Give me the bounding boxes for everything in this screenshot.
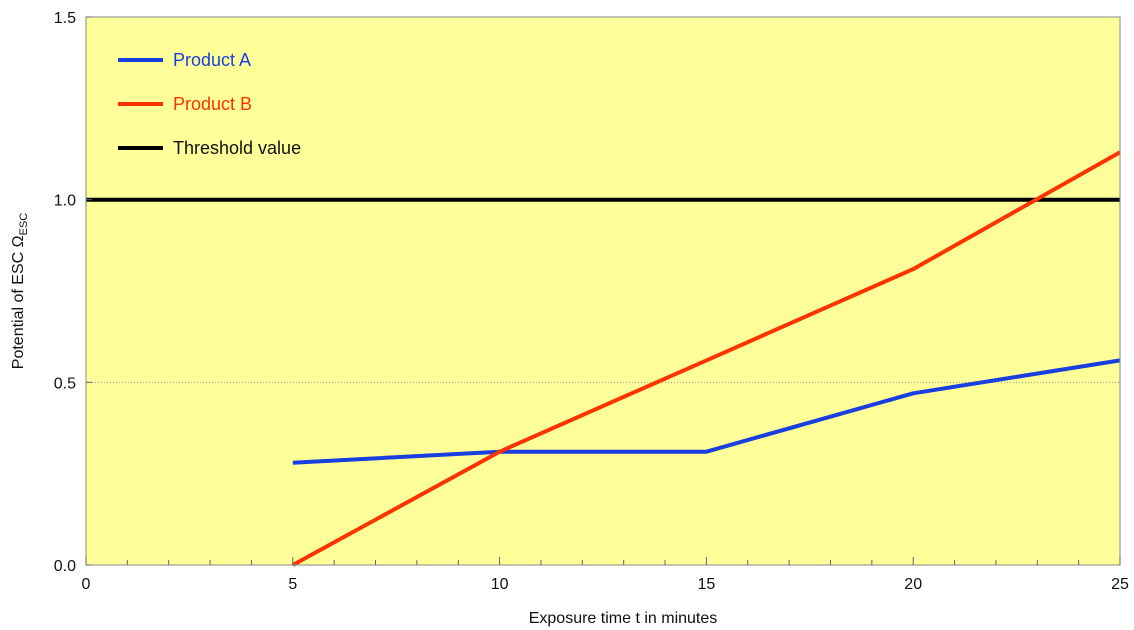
y-axis-title-main: Potential of ESC Ω — [10, 235, 27, 369]
y-tick-label: 1.0 — [54, 193, 76, 210]
plot-area-background — [86, 17, 1120, 565]
x-tick-label: 5 — [288, 576, 297, 593]
legend-label-threshold-value: Threshold value — [173, 138, 301, 158]
legend-label-product-a: Product A — [173, 50, 251, 70]
legend-label-product-b: Product B — [173, 94, 252, 114]
series-lines — [86, 150, 1121, 567]
x-tick-label: 10 — [491, 576, 509, 593]
x-tick-label: 25 — [1111, 576, 1129, 593]
series-line-product-a — [292, 358, 1121, 465]
y-axis-title: Potential of ESC ΩESC — [10, 213, 30, 369]
legend: Product A Product B Threshold value — [118, 50, 301, 158]
x-axis-ticks: 0 5 10 15 20 25 — [82, 557, 1129, 593]
x-tick-label: 20 — [904, 576, 922, 593]
y-axis-ticks: 0.0 0.5 1.0 1.5 — [54, 10, 92, 575]
x-tick-label: 0 — [82, 576, 91, 593]
series-line-product-b — [291, 150, 1121, 567]
y-tick-label: 1.5 — [54, 10, 76, 27]
plot-area-frame — [85, 16, 1121, 566]
y-tick-label: 0.0 — [54, 558, 76, 575]
x-tick-label: 15 — [698, 576, 716, 593]
y-axis-title-subscript: ESC — [18, 213, 30, 236]
x-axis-title: Exposure time t in minutes — [529, 610, 718, 627]
y-tick-label: 0.5 — [54, 375, 76, 392]
